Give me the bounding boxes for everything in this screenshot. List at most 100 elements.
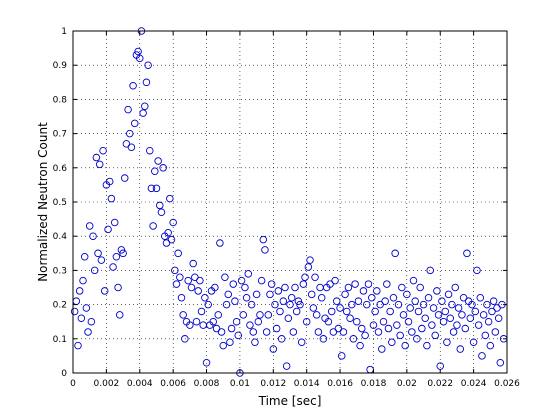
data-point <box>317 294 326 302</box>
data-point <box>259 235 268 244</box>
data-point <box>348 300 356 309</box>
data-point <box>378 345 386 353</box>
data-point <box>279 297 288 305</box>
y-tick-label: 0.7 <box>53 130 67 140</box>
y-tick-label: 1 <box>61 27 67 37</box>
data-point <box>142 78 151 87</box>
data-point <box>336 304 344 312</box>
data-point <box>346 314 354 323</box>
x-tick-label: 0.01 <box>230 379 250 389</box>
data-point <box>134 47 142 56</box>
data-point <box>254 317 263 326</box>
data-point <box>174 249 182 258</box>
y-axis-label: Normalized Neutron Count <box>36 122 50 282</box>
data-point <box>383 280 391 288</box>
data-point <box>398 283 406 292</box>
data-point <box>222 300 231 309</box>
data-point <box>438 297 446 305</box>
data-point <box>408 328 416 336</box>
data-point <box>399 311 408 319</box>
x-tick-label: 0.024 <box>461 379 487 389</box>
data-point <box>361 331 369 340</box>
data-point <box>301 273 309 281</box>
data-point <box>87 317 96 326</box>
data-point <box>433 287 441 295</box>
data-point <box>264 311 273 319</box>
data-point <box>229 280 237 288</box>
data-point <box>493 304 501 312</box>
data-point <box>341 290 349 299</box>
data-point <box>89 232 97 240</box>
data-point <box>126 129 134 138</box>
data-point <box>136 54 144 63</box>
data-point <box>271 300 279 309</box>
data-point <box>388 338 396 346</box>
data-point <box>478 352 486 360</box>
y-tick-label: 0.1 <box>53 335 67 345</box>
data-point <box>181 335 189 343</box>
data-point <box>311 273 319 281</box>
data-point <box>306 256 314 264</box>
data-point <box>151 167 159 175</box>
x-tick-label: 0.022 <box>427 379 453 389</box>
data-point <box>172 280 181 288</box>
data-point <box>327 307 336 316</box>
data-point <box>406 304 414 312</box>
data-point <box>70 307 79 316</box>
data-point <box>234 331 243 340</box>
data-point <box>276 307 284 316</box>
x-axis-label: Time [sec] <box>258 394 322 408</box>
data-point <box>196 276 204 285</box>
data-point <box>124 105 132 114</box>
data-point <box>389 294 398 302</box>
data-point <box>394 300 403 309</box>
data-point <box>414 307 423 316</box>
data-point <box>92 153 101 162</box>
data-point <box>484 317 493 326</box>
data-point <box>376 300 384 309</box>
data-point <box>448 300 456 309</box>
x-tick-label: 0.004 <box>127 379 153 389</box>
data-point <box>227 324 236 333</box>
data-point <box>144 61 152 69</box>
data-point <box>304 263 313 271</box>
x-tick-label: 0.012 <box>260 379 286 389</box>
data-point <box>226 338 234 346</box>
data-point <box>204 300 212 309</box>
data-point <box>261 246 269 254</box>
x-tick-label: 0.014 <box>294 379 320 389</box>
data-point <box>312 311 321 319</box>
data-point <box>241 283 249 292</box>
data-point <box>184 276 192 285</box>
data-point <box>486 341 495 350</box>
data-point <box>453 321 461 329</box>
data-point <box>162 239 171 247</box>
data-point <box>309 304 318 312</box>
data-point <box>247 300 256 309</box>
data-point <box>286 300 294 309</box>
data-point <box>149 222 157 230</box>
data-point <box>281 283 289 292</box>
x-tick-label: 0.018 <box>361 379 387 389</box>
data-point <box>171 266 179 275</box>
data-point <box>419 300 428 309</box>
data-point <box>159 164 167 172</box>
data-point <box>371 307 379 316</box>
data-point <box>119 249 127 258</box>
data-point <box>416 283 424 292</box>
data-point <box>439 317 448 326</box>
data-point <box>156 201 164 210</box>
data-point <box>179 311 187 319</box>
data-point <box>344 283 353 292</box>
y-tick-label: 0.6 <box>53 164 68 174</box>
data-point <box>211 283 219 292</box>
data-point <box>157 208 166 217</box>
data-point <box>368 294 376 302</box>
data-point <box>424 294 433 302</box>
data-point <box>326 280 334 288</box>
data-point <box>314 328 323 336</box>
data-point <box>403 290 411 299</box>
data-point <box>109 263 117 271</box>
data-point <box>94 249 102 258</box>
data-point <box>191 273 199 281</box>
